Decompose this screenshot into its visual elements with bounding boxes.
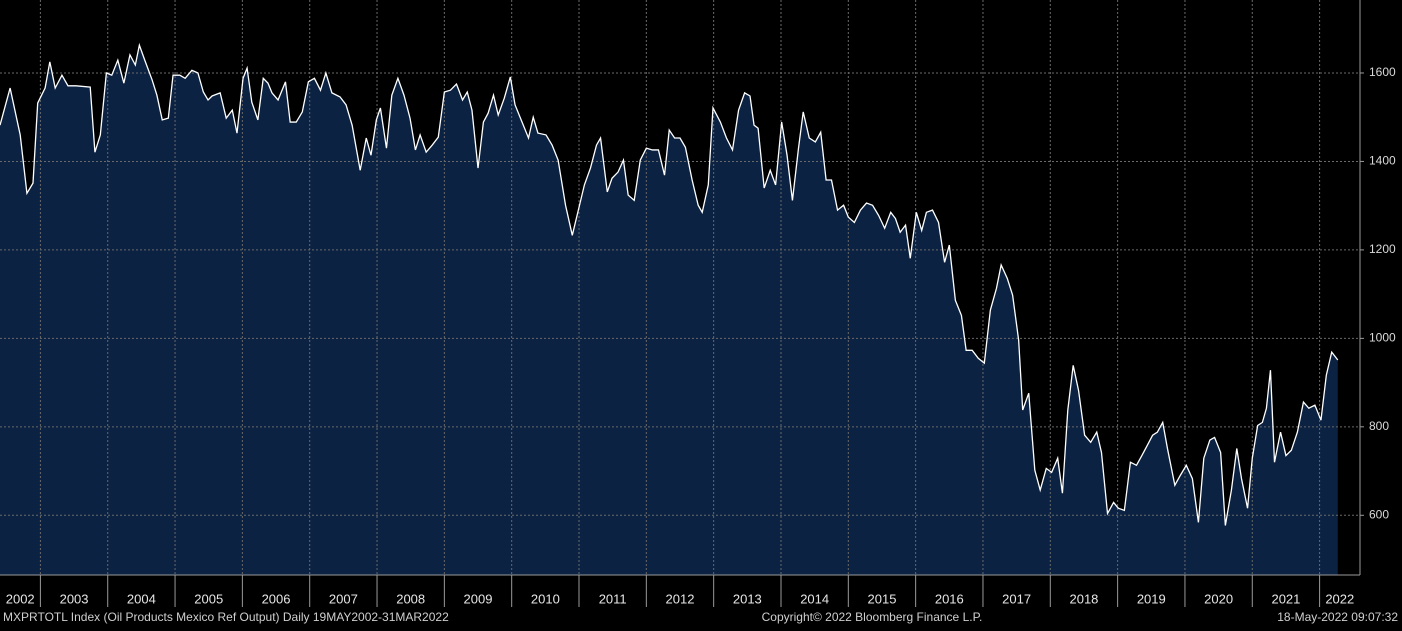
x-tick-label: 2006	[262, 591, 291, 606]
x-tick-label: 2012	[666, 591, 695, 606]
x-tick-label: 2002	[6, 591, 35, 606]
x-tick-label: 2017	[1002, 591, 1031, 606]
x-tick-label: 2003	[60, 591, 89, 606]
y-tick-label: 1200	[1369, 242, 1396, 256]
y-tick-label: 600	[1369, 507, 1389, 521]
y-tick-label: 1400	[1369, 154, 1396, 168]
source-text: MXPRTOTL Index (Oil Products Mexico Ref …	[3, 610, 449, 624]
x-tick-label: 2011	[599, 591, 627, 606]
x-tick-label: 2018	[1069, 591, 1098, 606]
area	[0, 45, 1338, 576]
x-tick-label: 2014	[800, 591, 829, 606]
x-tick-label: 2013	[733, 591, 762, 606]
x-tick-label: 2007	[329, 591, 358, 606]
y-tick-label: 800	[1369, 419, 1389, 433]
x-tick-label: 2008	[396, 591, 425, 606]
x-tick-label: 2021	[1271, 591, 1300, 606]
x-tick-label: 2016	[935, 591, 964, 606]
copyright-text: Copyright© 2022 Bloomberg Finance L.P.	[762, 610, 983, 624]
y-tick-label: 1600	[1369, 65, 1396, 79]
x-tick-label: 2009	[464, 591, 493, 606]
x-tick-label: 2010	[531, 591, 560, 606]
x-tick-label: 2020	[1204, 591, 1233, 606]
x-tick-label: 2019	[1137, 591, 1166, 606]
x-tick-label: 2022	[1325, 591, 1354, 606]
line	[0, 42, 1339, 526]
x-tick-label: 2004	[127, 591, 156, 606]
plot-area	[0, 45, 1338, 576]
timestamp-text: 18-May-2022 09:07:32	[1277, 610, 1398, 624]
x-tick-label: 2005	[194, 591, 223, 606]
x-tick-label: 2015	[868, 591, 897, 606]
y-tick-label: 1000	[1369, 331, 1396, 345]
